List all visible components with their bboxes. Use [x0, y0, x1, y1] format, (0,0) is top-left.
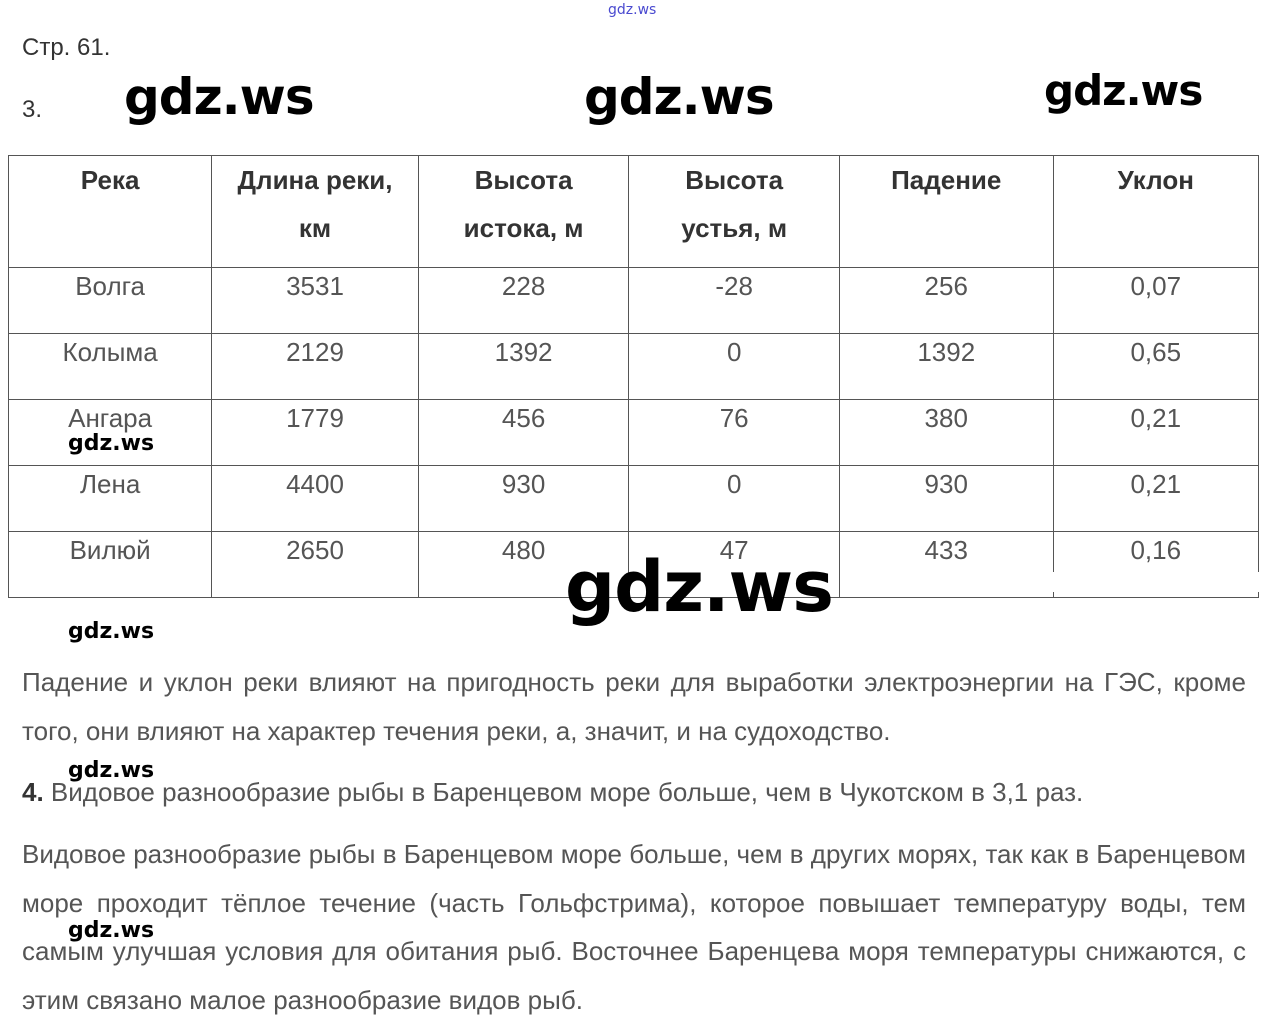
- cell-river: Ангара: [7, 399, 213, 466]
- watermark: gdz.ws: [584, 68, 775, 126]
- cell-river: Вилюй: [7, 531, 213, 598]
- table-row: Лена 4400 930 0 930 0,21: [7, 465, 1260, 532]
- cell-river: Лена: [7, 465, 213, 532]
- watermark: gdz.ws: [1044, 66, 1203, 115]
- cell-mouth-height: 0: [628, 465, 840, 532]
- rivers-table: Река Длина реки, км Высота истока, м Выс…: [7, 155, 1260, 598]
- header-fall: Падение: [838, 155, 1054, 268]
- cell-slope: 0,07: [1052, 267, 1260, 334]
- watermark: gdz.ws: [608, 2, 657, 18]
- watermark: gdz.ws: [68, 758, 155, 783]
- cell-mouth-height: -28: [628, 267, 840, 334]
- page-label: Стр. 61.: [22, 34, 111, 61]
- cell-river: Волга: [7, 267, 213, 334]
- cell-length: 3531: [211, 267, 419, 334]
- task-4-text: Видовое разнообразие рыбы в Баренцевом м…: [50, 777, 1084, 807]
- header-length: Длина реки, км: [211, 155, 419, 268]
- table-row: Волга 3531 228 -28 256 0,07: [7, 267, 1260, 334]
- table-header-row: Река Длина реки, км Высота истока, м Выс…: [7, 155, 1260, 268]
- cell-length: 2129: [211, 333, 419, 400]
- watermark: gdz.ws: [124, 68, 315, 126]
- cell-fall: 256: [838, 267, 1054, 334]
- paragraph-fall-slope: Падение и уклон реки влияют на пригоднос…: [22, 667, 1246, 746]
- cell-fall: 380: [838, 399, 1054, 466]
- header-mouth-height: Высота устья, м: [628, 155, 840, 268]
- cell-mouth-height: 47: [628, 531, 840, 598]
- cell-fall: 1392: [838, 333, 1054, 400]
- cell-mouth-height: 0: [628, 333, 840, 400]
- cell-length: 2650: [211, 531, 419, 598]
- cell-source-height: 930: [417, 465, 630, 532]
- watermark: gdz.ws: [68, 619, 155, 644]
- cell-source-height: 228: [417, 267, 630, 334]
- task-4-number: 4.: [22, 777, 44, 807]
- cell-slope: 0,21: [1052, 465, 1260, 532]
- table-row: Ангара 1779 456 76 380 0,21: [7, 399, 1260, 466]
- table-row: Колыма 2129 1392 0 1392 0,65: [7, 333, 1260, 400]
- header-slope: Уклон: [1052, 155, 1260, 268]
- cell-source-height: 456: [417, 399, 630, 466]
- cell-slope: 0,21: [1052, 399, 1260, 466]
- task-3-number: 3.: [22, 96, 43, 123]
- cell-fall: 930: [838, 465, 1054, 532]
- watermark: gdz.ws: [68, 431, 155, 456]
- watermark: gdz.ws: [565, 546, 834, 628]
- cell-length: 4400: [211, 465, 419, 532]
- paragraph-species-diversity: Видовое разнообразие рыбы в Баренцевом м…: [22, 839, 1246, 1015]
- task-4-answer: 4. Видовое разнообразие рыбы в Баренцево…: [22, 768, 1246, 817]
- watermark: gdz.ws: [68, 918, 155, 943]
- cell-river: Колыма: [7, 333, 213, 400]
- cell-mouth-height: 76: [628, 399, 840, 466]
- cell-slope: 0,65: [1052, 333, 1260, 400]
- header-river: Река: [7, 155, 213, 268]
- cell-length: 1779: [211, 399, 419, 466]
- header-source-height: Высота истока, м: [417, 155, 630, 268]
- table-corner-mask: [986, 572, 1266, 592]
- cell-source-height: 480: [417, 531, 630, 598]
- cell-source-height: 1392: [417, 333, 630, 400]
